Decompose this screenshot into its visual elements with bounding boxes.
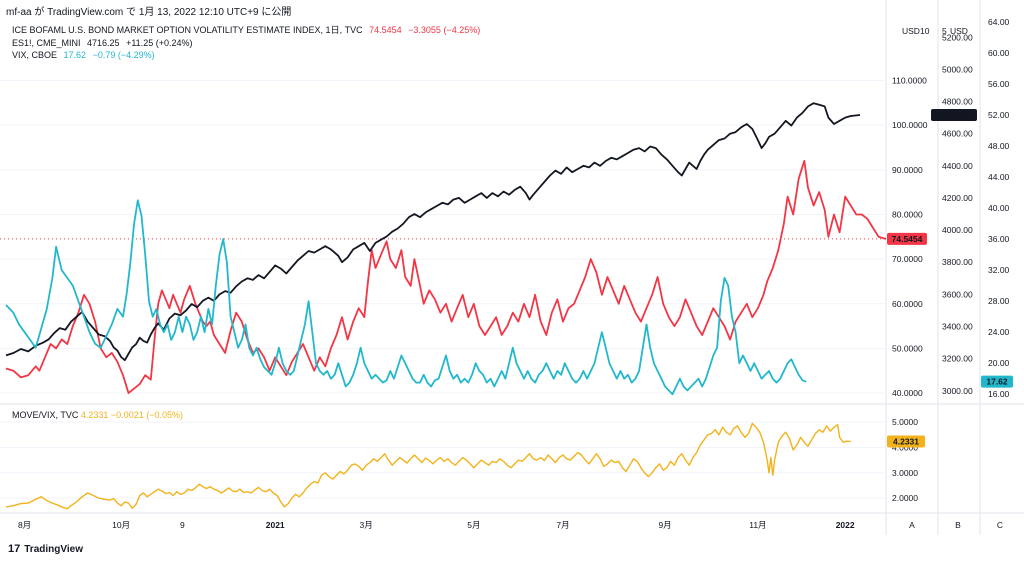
- axis-b-currency: USD: [950, 26, 968, 36]
- legend-move-row[interactable]: ICE BOFAML U.S. BOND MARKET OPTION VOLAT…: [12, 24, 484, 37]
- legend-es-change: +11.25 (+0.24%): [126, 37, 193, 48]
- svg-text:4716.25: 4716.25: [939, 110, 970, 120]
- move-last-value-badge: 74.5454: [887, 232, 927, 245]
- legend-ratio-title: MOVE/VIX, TVC: [12, 410, 79, 420]
- move-axis-tick-label: 50.0000: [892, 343, 923, 353]
- last-value-labels: 74.5454 4716.25 17.62 4.2331: [887, 109, 1013, 448]
- es-axis-tick-label: 3600.00: [942, 289, 973, 299]
- ratio-axis-tick-label: 5.0000: [892, 417, 918, 427]
- vix-axis-tick-label: 24.00: [988, 327, 1010, 337]
- move-axis-tick-label: 80.0000: [892, 209, 923, 219]
- vix-last-value-badge: 17.62: [981, 375, 1013, 388]
- svg-text:17.62: 17.62: [986, 377, 1008, 387]
- es-axis-tick-label: 3400.00: [942, 321, 973, 331]
- time-axis-tick-label: 3月: [360, 520, 373, 530]
- es-axis-tick-label: 5000.00: [942, 64, 973, 74]
- legend-vix-value: 17.62: [63, 50, 87, 60]
- legend-es-title: ES1!, CME_MINI: [12, 37, 81, 48]
- legend-main: ICE BOFAML U.S. BOND MARKET OPTION VOLAT…: [12, 24, 484, 62]
- vix-axis-tick-label: 64.00: [988, 17, 1010, 27]
- axis-b-currency-prefix: 5: [942, 26, 947, 36]
- es-series-line: [5, 102, 861, 362]
- move-axis-tick-label: 110.0000: [892, 76, 927, 86]
- move-series-line: [5, 160, 887, 394]
- vix-axis-tick-label: 48.00: [988, 141, 1010, 151]
- vix-axis-tick-label: 52.00: [988, 110, 1010, 120]
- ratio-axis-tick-label: 3.0000: [892, 468, 918, 478]
- scale-button-c[interactable]: C: [997, 520, 1003, 530]
- time-axis-tick-label: 5月: [467, 520, 480, 530]
- move-axis-tick-label: 40.0000: [892, 388, 923, 398]
- time-axis-tick-label: 2021: [266, 520, 285, 530]
- tradingview-brand-label: TradingView: [24, 543, 83, 555]
- time-axis-tick-label: 9月: [658, 520, 671, 530]
- axis-a-currency: USD: [902, 26, 920, 36]
- vix-series-line: [5, 199, 807, 396]
- svg-text:4.2331: 4.2331: [893, 437, 919, 447]
- axis-a-currency-extra: 10: [920, 26, 930, 36]
- vix-axis-tick-label: 16.00: [988, 389, 1010, 399]
- legend-ratio-row[interactable]: MOVE/VIX, TVC 4.2331 −0.0021 (−0.05%): [12, 410, 183, 420]
- time-axis[interactable]: 8月 10月 9 2021 3月 5月 7月 9月 11月 2022: [18, 520, 855, 530]
- legend-es-value: 4716.25: [87, 37, 120, 48]
- es-axis-tick-label: 4000.00: [942, 225, 973, 235]
- vix-axis-tick-label: 60.00: [988, 48, 1010, 58]
- legend-vix-change: −0.79 (−4.29%): [92, 50, 155, 60]
- es-last-value-badge: 4716.25: [931, 109, 977, 122]
- es-axis-tick-label: 5200.00: [942, 32, 973, 42]
- time-axis-tick-label: 9: [180, 520, 185, 530]
- tradingview-brand[interactable]: 17 TradingView: [8, 543, 83, 555]
- es-axis-tick-label: 3000.00: [942, 386, 973, 396]
- vix-axis-tick-label: 20.00: [988, 358, 1010, 368]
- move-axis-tick-label: 70.0000: [892, 254, 923, 264]
- move-axis-tick-label: 100.0000: [892, 120, 928, 130]
- scale-button-b[interactable]: B: [955, 520, 961, 530]
- grid: [0, 80, 886, 499]
- es-axis-tick-label: 3200.00: [942, 354, 973, 364]
- vix-axis-tick-label: 32.00: [988, 265, 1010, 275]
- publish-info: mf-aa が TradingView.com で 1月 13, 2022 12…: [6, 7, 292, 18]
- legend-es-row[interactable]: ES1!, CME_MINI 4716.25 +11.25 (+0.24%): [12, 37, 484, 50]
- move-axis-tick-label: 90.0000: [892, 165, 923, 175]
- es-axis-tick-label: 4800.00: [942, 97, 973, 107]
- es-axis-tick-label: 4600.00: [942, 129, 973, 139]
- legend-ratio-change: −0.0021 (−0.05%): [110, 410, 183, 420]
- es-axis-tick-label: 4400.00: [942, 161, 973, 171]
- move-axis-tick-label: 60.0000: [892, 299, 923, 309]
- svg-text:74.5454: 74.5454: [892, 234, 923, 244]
- scale-button-a[interactable]: A: [909, 520, 915, 530]
- vix-axis-tick-label: 40.00: [988, 203, 1010, 213]
- time-axis-tick-label: 8月: [18, 520, 31, 530]
- legend-vix-title: VIX, CBOE: [12, 50, 58, 60]
- legend-vix-row[interactable]: VIX, CBOE 17.62 −0.79 (−4.29%): [12, 49, 484, 62]
- time-axis-tick-label: 11月: [749, 520, 766, 530]
- time-axis-tick-label: 7月: [556, 520, 569, 530]
- ratio-series-line: [5, 422, 851, 510]
- ratio-axis-tick-label: 2.0000: [892, 493, 918, 503]
- vix-axis-tick-label: 28.00: [988, 296, 1010, 306]
- es-axis-tick-label: 3800.00: [942, 257, 973, 267]
- legend-move-title: ICE BOFAML U.S. BOND MARKET OPTION VOLAT…: [12, 25, 363, 35]
- series-layer: [5, 102, 887, 510]
- legend-move-value: 74.5454: [369, 25, 402, 35]
- legend-move-change: −3.3055 (−4.25%): [408, 25, 481, 35]
- legend-ratio-value: 4.2331: [80, 410, 109, 420]
- vix-axis-tick-label: 36.00: [988, 234, 1010, 244]
- price-axis-c[interactable]: 16.00 20.00 24.00 28.00 32.00 36.00 40.00 44.00…: [988, 17, 1010, 399]
- es-axis-tick-label: 4200.00: [942, 193, 973, 203]
- tradingview-logo: 17: [8, 543, 21, 555]
- time-axis-tick-label: 10月: [112, 520, 130, 530]
- ratio-last-value-badge: 4.2331: [887, 435, 925, 448]
- price-axis-a[interactable]: 40.0000 50.0000 60.0000 70.0000 80.0000 90.00…: [892, 76, 928, 399]
- vix-axis-tick-label: 56.00: [988, 79, 1010, 89]
- price-axis-b[interactable]: 3000.00 3200.00 3400.00 3600.00 3800.00 4000.…: [942, 32, 973, 395]
- vix-axis-tick-label: 44.00: [988, 172, 1010, 182]
- time-axis-tick-label: 2022: [836, 520, 855, 530]
